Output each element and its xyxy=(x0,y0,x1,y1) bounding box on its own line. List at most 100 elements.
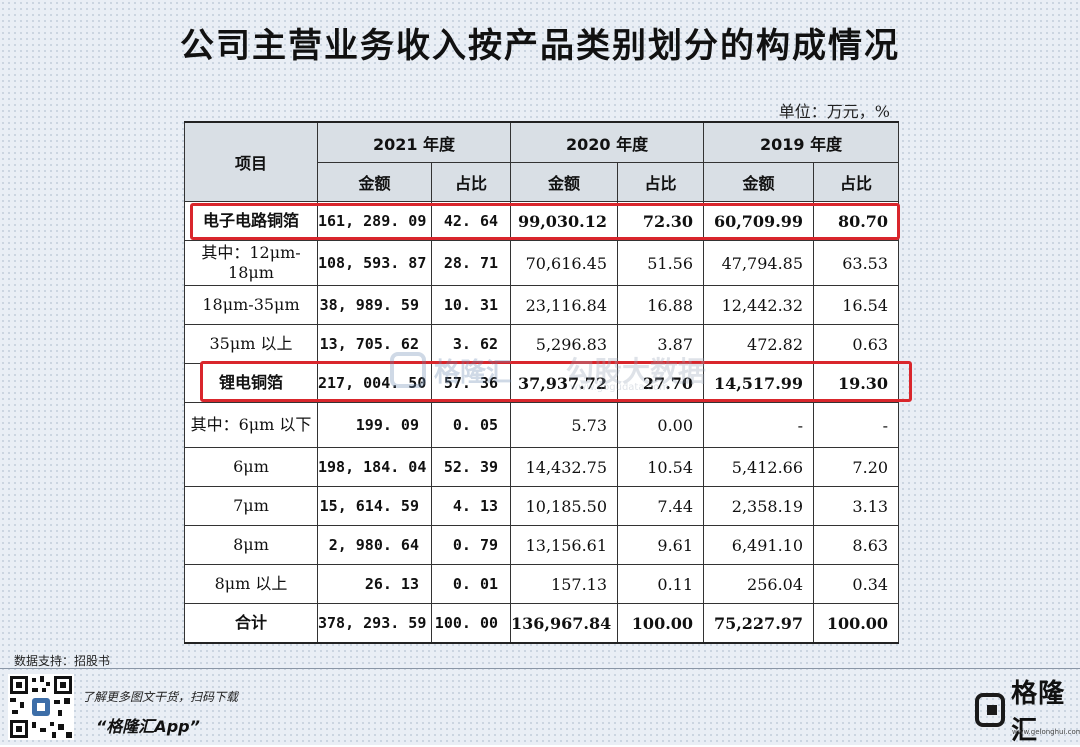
brand-url: www.gelonghui.com xyxy=(1012,728,1080,736)
table-subheader-row: 金额 占比 金额 占比 金额 占比 xyxy=(185,162,900,202)
cell-value: 70,616.45 xyxy=(510,240,619,286)
row-label: 6μm xyxy=(184,447,318,487)
cell-value: 42. 64 xyxy=(430,201,512,241)
cell-value: 157.13 xyxy=(510,564,619,604)
cell-value: 37,937.72 xyxy=(510,363,619,403)
brand-logo-icon xyxy=(975,693,1006,727)
cell-value: 3.87 xyxy=(617,324,705,364)
subheader-share: 占比 xyxy=(813,162,900,202)
subheader-amount: 金额 xyxy=(703,162,815,202)
cell-value: 4. 13 xyxy=(430,486,512,526)
cell-value: 100.00 xyxy=(617,603,705,644)
cell-value: 10.54 xyxy=(617,447,705,487)
cell-value: 0.00 xyxy=(617,402,705,448)
cell-value: 378, 293. 59 xyxy=(317,603,432,644)
revenue-table: 项目 2021 年度 2020 年度 2019 年度 金额 占比 金额 占比 金… xyxy=(184,121,900,644)
cell-value: 0.34 xyxy=(813,564,900,604)
row-label: 7μm xyxy=(184,486,318,526)
cell-value: 10,185.50 xyxy=(510,486,619,526)
row-label: 其中：12μm-18μm xyxy=(184,240,318,286)
subheader-share: 占比 xyxy=(617,162,705,202)
cell-value: 6,491.10 xyxy=(703,525,815,565)
footer-divider xyxy=(0,668,1080,669)
cell-value: 16.88 xyxy=(617,285,705,325)
cell-value: 19.30 xyxy=(813,363,900,403)
qr-code-icon[interactable] xyxy=(8,674,74,740)
page-title: 公司主营业务收入按产品类别划分的构成情况 xyxy=(180,26,900,66)
cell-value: 2,358.19 xyxy=(703,486,815,526)
row-label: 电子电路铜箔 xyxy=(184,201,318,241)
header-year-2019: 2019 年度 xyxy=(703,121,900,163)
table-row: 8μm 2, 980. 64 0. 79 13,156.61 9.61 6,49… xyxy=(184,525,900,565)
cell-value: 7.44 xyxy=(617,486,705,526)
cell-value: 60,709.99 xyxy=(703,201,815,241)
unit-label: 单位：万元，% xyxy=(778,102,890,121)
cell-value: 9.61 xyxy=(617,525,705,565)
cell-value: 16.54 xyxy=(813,285,900,325)
brand-name: 格隆汇 xyxy=(1011,679,1066,746)
subheader-amount: 金额 xyxy=(510,162,619,202)
row-label: 其中：6μm 以下 xyxy=(184,402,318,448)
cell-value: 63.53 xyxy=(813,240,900,286)
cell-value: 12,442.32 xyxy=(703,285,815,325)
cell-value: 3. 62 xyxy=(430,324,512,364)
row-label: 8μm xyxy=(184,525,318,565)
subheader-amount: 金额 xyxy=(317,162,432,202)
cell-value: 0.63 xyxy=(813,324,900,364)
cell-value: 5,296.83 xyxy=(510,324,619,364)
cell-value: 99,030.12 xyxy=(510,201,619,241)
cell-value: 199. 09 xyxy=(317,402,432,448)
cell-value: 15, 614. 59 xyxy=(317,486,432,526)
cell-value: 0.11 xyxy=(617,564,705,604)
cell-value: 14,517.99 xyxy=(703,363,815,403)
cell-value: 10. 31 xyxy=(430,285,512,325)
cell-value: 27.70 xyxy=(617,363,705,403)
table-row: 8μm 以上 26. 13 0. 01 157.13 0.11 256.04 0… xyxy=(184,564,900,604)
cell-value: 108, 593. 87 xyxy=(317,240,432,286)
cell-value: 51.56 xyxy=(617,240,705,286)
cell-value: 5,412.66 xyxy=(703,447,815,487)
cell-value: 13,156.61 xyxy=(510,525,619,565)
cell-value: 7.20 xyxy=(813,447,900,487)
cell-value: 198, 184. 04 xyxy=(317,447,432,487)
cell-value: 26. 13 xyxy=(317,564,432,604)
cell-value: 472.82 xyxy=(703,324,815,364)
row-label: 锂电铜箔 xyxy=(184,363,318,403)
cell-value: 23,116.84 xyxy=(510,285,619,325)
row-label: 合计 xyxy=(184,603,318,644)
table-row: 其中：6μm 以下 199. 09 0. 05 5.73 0.00 - - xyxy=(184,402,900,448)
cell-value: 0. 01 xyxy=(430,564,512,604)
cell-value: 13, 705. 62 xyxy=(317,324,432,364)
table-row: 其中：12μm-18μm 108, 593. 87 28. 71 70,616.… xyxy=(184,240,900,286)
cell-value: 72.30 xyxy=(617,201,705,241)
brand-logo: 格隆汇 xyxy=(975,679,1080,746)
table-row: 电子电路铜箔 161, 289. 09 42. 64 99,030.12 72.… xyxy=(184,201,900,241)
table-row: 35μm 以上 13, 705. 62 3. 62 5,296.83 3.87 … xyxy=(184,324,900,364)
subheader-share: 占比 xyxy=(430,162,512,202)
cell-value: - xyxy=(813,402,900,448)
source-note: 数据支持：招股书 xyxy=(14,654,111,668)
header-year-2021: 2021 年度 xyxy=(316,121,512,163)
table-row: 锂电铜箔 217, 004. 50 57. 36 37,937.72 27.70… xyxy=(184,363,900,403)
cell-value: 100.00 xyxy=(813,603,900,644)
cell-value: - xyxy=(703,402,815,448)
cell-value: 161, 289. 09 xyxy=(317,201,432,241)
cell-value: 5.73 xyxy=(510,402,619,448)
table-row: 7μm 15, 614. 59 4. 13 10,185.50 7.44 2,3… xyxy=(184,486,900,526)
cell-value: 38, 989. 59 xyxy=(317,285,432,325)
cell-value: 3.13 xyxy=(813,486,900,526)
cell-value: 80.70 xyxy=(813,201,900,241)
cell-value: 100. 00 xyxy=(430,603,512,644)
cell-value: 14,432.75 xyxy=(510,447,619,487)
cell-value: 136,967.84 xyxy=(510,603,619,644)
cell-value: 52. 39 xyxy=(430,447,512,487)
cell-value: 8.63 xyxy=(813,525,900,565)
header-year-2020: 2020 年度 xyxy=(510,121,705,163)
cell-value: 47,794.85 xyxy=(703,240,815,286)
cell-value: 0. 05 xyxy=(430,402,512,448)
row-label: 18μm-35μm xyxy=(184,285,318,325)
table-header-row: 项目 2021 年度 2020 年度 2019 年度 xyxy=(184,121,900,202)
cell-value: 217, 004. 50 xyxy=(317,363,432,403)
cell-value: 57. 36 xyxy=(430,363,512,403)
table-row: 18μm-35μm 38, 989. 59 10. 31 23,116.84 1… xyxy=(184,285,900,325)
